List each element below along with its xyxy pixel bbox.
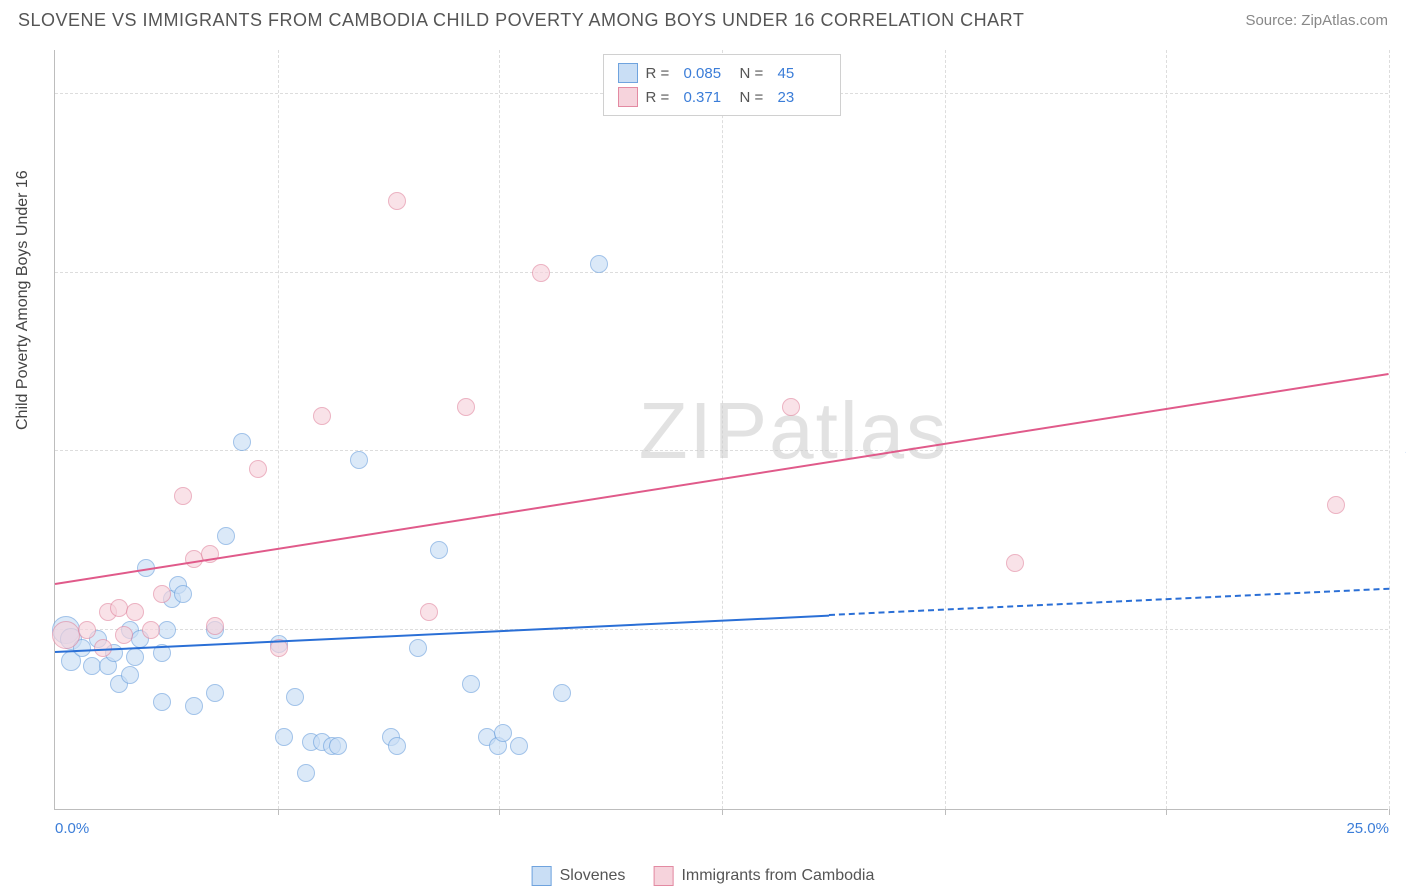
- data-point-cambodia: [782, 398, 800, 416]
- data-point-cambodia: [115, 626, 133, 644]
- n-value: 45: [778, 65, 826, 82]
- data-point-cambodia: [532, 264, 550, 282]
- gridline-v: [1166, 50, 1167, 809]
- data-point-slovenes: [286, 688, 304, 706]
- data-point-cambodia: [457, 398, 475, 416]
- gridline-v: [945, 50, 946, 809]
- stats-legend-row: R = 0.085 N = 45: [618, 61, 826, 85]
- x-tick: [1166, 809, 1167, 815]
- data-point-cambodia: [313, 407, 331, 425]
- n-label: N =: [740, 65, 770, 82]
- y-tick-label: 40.0%: [1393, 443, 1406, 460]
- data-point-cambodia: [1006, 554, 1024, 572]
- data-point-slovenes: [158, 621, 176, 639]
- x-tick: [722, 809, 723, 815]
- x-tick: [945, 809, 946, 815]
- data-point-slovenes: [430, 541, 448, 559]
- data-point-cambodia: [78, 621, 96, 639]
- x-tick: [278, 809, 279, 815]
- data-point-slovenes: [153, 693, 171, 711]
- n-value: 23: [778, 89, 826, 106]
- source-attribution: Source: ZipAtlas.com: [1245, 12, 1388, 29]
- r-value: 0.371: [684, 89, 732, 106]
- data-point-slovenes: [409, 639, 427, 657]
- stats-legend: R = 0.085 N = 45 R = 0.371 N = 23: [603, 54, 841, 116]
- data-point-slovenes: [121, 666, 139, 684]
- r-value: 0.085: [684, 65, 732, 82]
- gridline-v: [1389, 50, 1390, 809]
- data-point-slovenes: [206, 684, 224, 702]
- x-tick: [1389, 809, 1390, 815]
- data-point-slovenes: [553, 684, 571, 702]
- x-tick: [499, 809, 500, 815]
- legend-label: Immigrants from Cambodia: [681, 867, 874, 885]
- gridline-v: [722, 50, 723, 809]
- x-tick-label: 25.0%: [1346, 820, 1389, 837]
- data-point-slovenes: [185, 697, 203, 715]
- r-label: R =: [646, 89, 676, 106]
- data-point-cambodia: [420, 603, 438, 621]
- chart-title: SLOVENE VS IMMIGRANTS FROM CAMBODIA CHIL…: [18, 10, 1024, 31]
- data-point-cambodia: [388, 192, 406, 210]
- legend-swatch: [618, 63, 638, 83]
- x-tick-label: 0.0%: [55, 820, 89, 837]
- data-point-cambodia: [52, 621, 80, 649]
- stats-legend-row: R = 0.371 N = 23: [618, 85, 826, 109]
- data-point-cambodia: [174, 487, 192, 505]
- data-point-slovenes: [350, 451, 368, 469]
- data-point-cambodia: [249, 460, 267, 478]
- data-point-slovenes: [297, 764, 315, 782]
- data-point-slovenes: [174, 585, 192, 603]
- data-point-slovenes: [388, 737, 406, 755]
- legend-item-slovenes: Slovenes: [532, 866, 626, 886]
- legend-swatch: [618, 87, 638, 107]
- data-point-cambodia: [153, 585, 171, 603]
- data-point-slovenes: [217, 527, 235, 545]
- data-point-slovenes: [233, 433, 251, 451]
- y-axis-label: Child Poverty Among Boys Under 16: [14, 170, 32, 430]
- data-point-slovenes: [329, 737, 347, 755]
- data-point-cambodia: [1327, 496, 1345, 514]
- y-tick-label: 60.0%: [1393, 264, 1406, 281]
- data-point-slovenes: [494, 724, 512, 742]
- data-point-slovenes: [275, 728, 293, 746]
- legend-bottom: Slovenes Immigrants from Cambodia: [532, 866, 875, 886]
- n-label: N =: [740, 89, 770, 106]
- legend-swatch: [532, 866, 552, 886]
- data-point-cambodia: [206, 617, 224, 635]
- legend-swatch: [653, 866, 673, 886]
- gridline-v: [499, 50, 500, 809]
- data-point-cambodia: [126, 603, 144, 621]
- y-tick-label: 80.0%: [1393, 85, 1406, 102]
- legend-item-cambodia: Immigrants from Cambodia: [653, 866, 874, 886]
- data-point-cambodia: [142, 621, 160, 639]
- data-point-slovenes: [510, 737, 528, 755]
- data-point-slovenes: [462, 675, 480, 693]
- data-point-slovenes: [126, 648, 144, 666]
- y-tick-label: 20.0%: [1393, 622, 1406, 639]
- scatter-chart: 20.0%40.0%60.0%80.0%0.0%25.0%ZIPatlasR =…: [54, 50, 1388, 810]
- trend-line: [829, 588, 1389, 616]
- data-point-slovenes: [590, 255, 608, 273]
- gridline-v: [278, 50, 279, 809]
- legend-label: Slovenes: [560, 867, 626, 885]
- r-label: R =: [646, 65, 676, 82]
